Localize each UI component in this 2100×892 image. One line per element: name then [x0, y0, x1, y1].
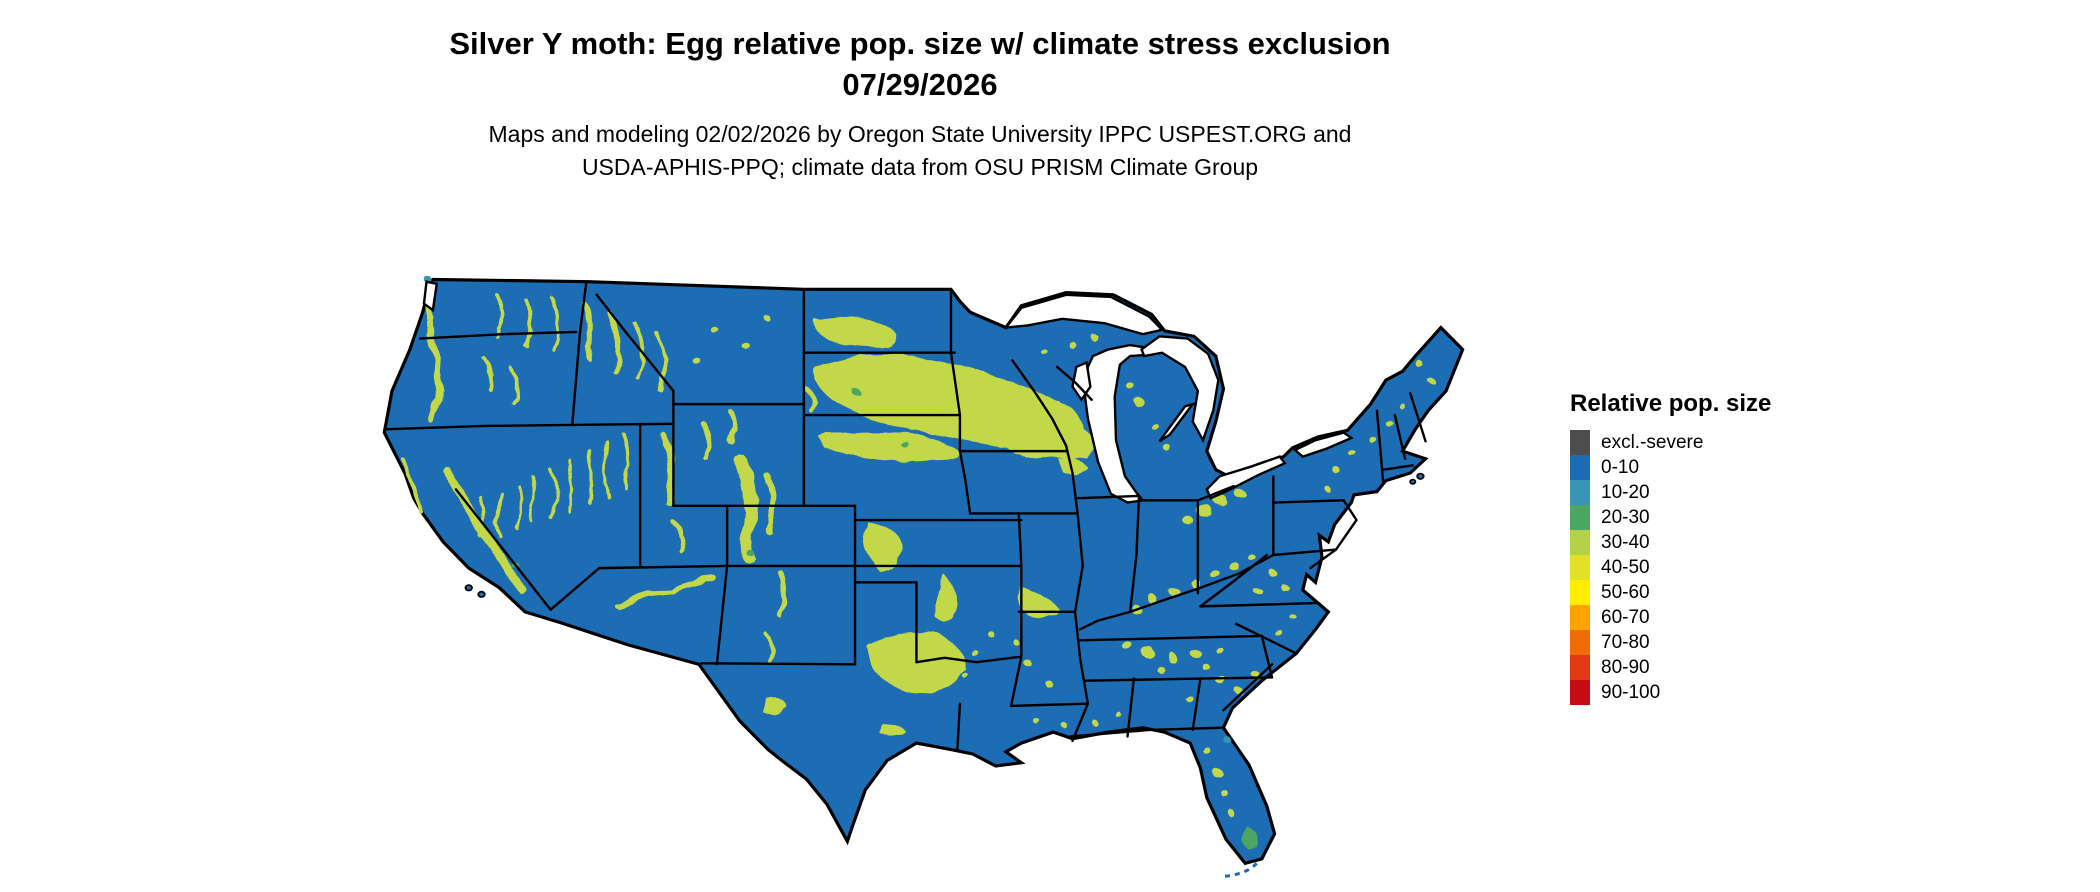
- us-map-svg: [305, 276, 1533, 883]
- lake-superior: [1006, 295, 1162, 334]
- map-credit-line1: Maps and modeling 02/02/2026 by Oregon S…: [488, 121, 1352, 147]
- legend-item: 60-70: [1570, 605, 1771, 630]
- us-map: [305, 227, 1533, 883]
- legend-label: 70-80: [1601, 632, 1650, 653]
- title-block: Silver Y moth: Egg relative pop. size w/…: [0, 24, 1840, 106]
- legend-label: excl.-severe: [1601, 432, 1704, 453]
- legend-items: excl.-severe 0-10 10-20 20-30 30-40 40-5…: [1570, 430, 1771, 705]
- legend-item: 50-60: [1570, 580, 1771, 605]
- legend-label: 20-30: [1601, 507, 1650, 528]
- puget-sound: [424, 282, 437, 310]
- legend-swatch: [1570, 505, 1590, 530]
- legend-label: 40-50: [1601, 557, 1650, 578]
- great-lakes: [424, 282, 1351, 503]
- legend: Relative pop. size excl.-severe 0-10 10-…: [1570, 390, 1771, 705]
- legend-item: 90-100: [1570, 680, 1771, 705]
- legend-item: 10-20: [1570, 480, 1771, 505]
- lake-ontario: [1295, 433, 1351, 457]
- legend-item: excl.-severe: [1570, 430, 1771, 455]
- saginaw-bay: [1159, 404, 1192, 441]
- coastal-islands: [464, 472, 1425, 877]
- legend-item: 30-40: [1570, 530, 1771, 555]
- legend-swatch: [1570, 580, 1590, 605]
- legend-item: 80-90: [1570, 655, 1771, 680]
- legend-swatch: [1570, 555, 1590, 580]
- legend-swatch: [1570, 430, 1590, 455]
- map-title: Silver Y moth: Egg relative pop. size w/…: [449, 26, 1391, 61]
- state-borders: [384, 282, 1425, 750]
- legend-item: 40-50: [1570, 555, 1771, 580]
- legend-label: 0-10: [1601, 457, 1640, 478]
- legend-item: 20-30: [1570, 505, 1771, 530]
- legend-label: 10-20: [1601, 482, 1650, 503]
- legend-label: 90-100: [1601, 682, 1661, 703]
- legend-swatch: [1570, 605, 1590, 630]
- florida-keys: [1223, 863, 1256, 876]
- legend-title: Relative pop. size: [1570, 390, 1772, 417]
- legend-item: 0-10: [1570, 455, 1771, 480]
- lake-michigan: [1084, 345, 1145, 502]
- subtitle-block: Maps and modeling 02/02/2026 by Oregon S…: [0, 118, 1840, 185]
- lake-huron: [1142, 336, 1219, 440]
- legend-swatch: [1570, 630, 1590, 655]
- legend-swatch: [1570, 530, 1590, 555]
- map-credit-line2: USDA-APHIS-PPQ; climate data from OSU PR…: [581, 154, 1259, 181]
- legend-swatch: [1570, 455, 1590, 480]
- legend-swatch: [1570, 680, 1590, 705]
- map-date: 07/29/2026: [842, 66, 998, 102]
- land-area: [384, 279, 1462, 863]
- legend-swatch: [1570, 655, 1590, 680]
- legend-label: 50-60: [1601, 582, 1650, 603]
- legend-label: 80-90: [1601, 657, 1650, 678]
- legend-item: 70-80: [1570, 630, 1771, 655]
- legend-label: 60-70: [1601, 607, 1650, 628]
- legend-label: 30-40: [1601, 532, 1650, 553]
- legend-swatch: [1570, 480, 1590, 505]
